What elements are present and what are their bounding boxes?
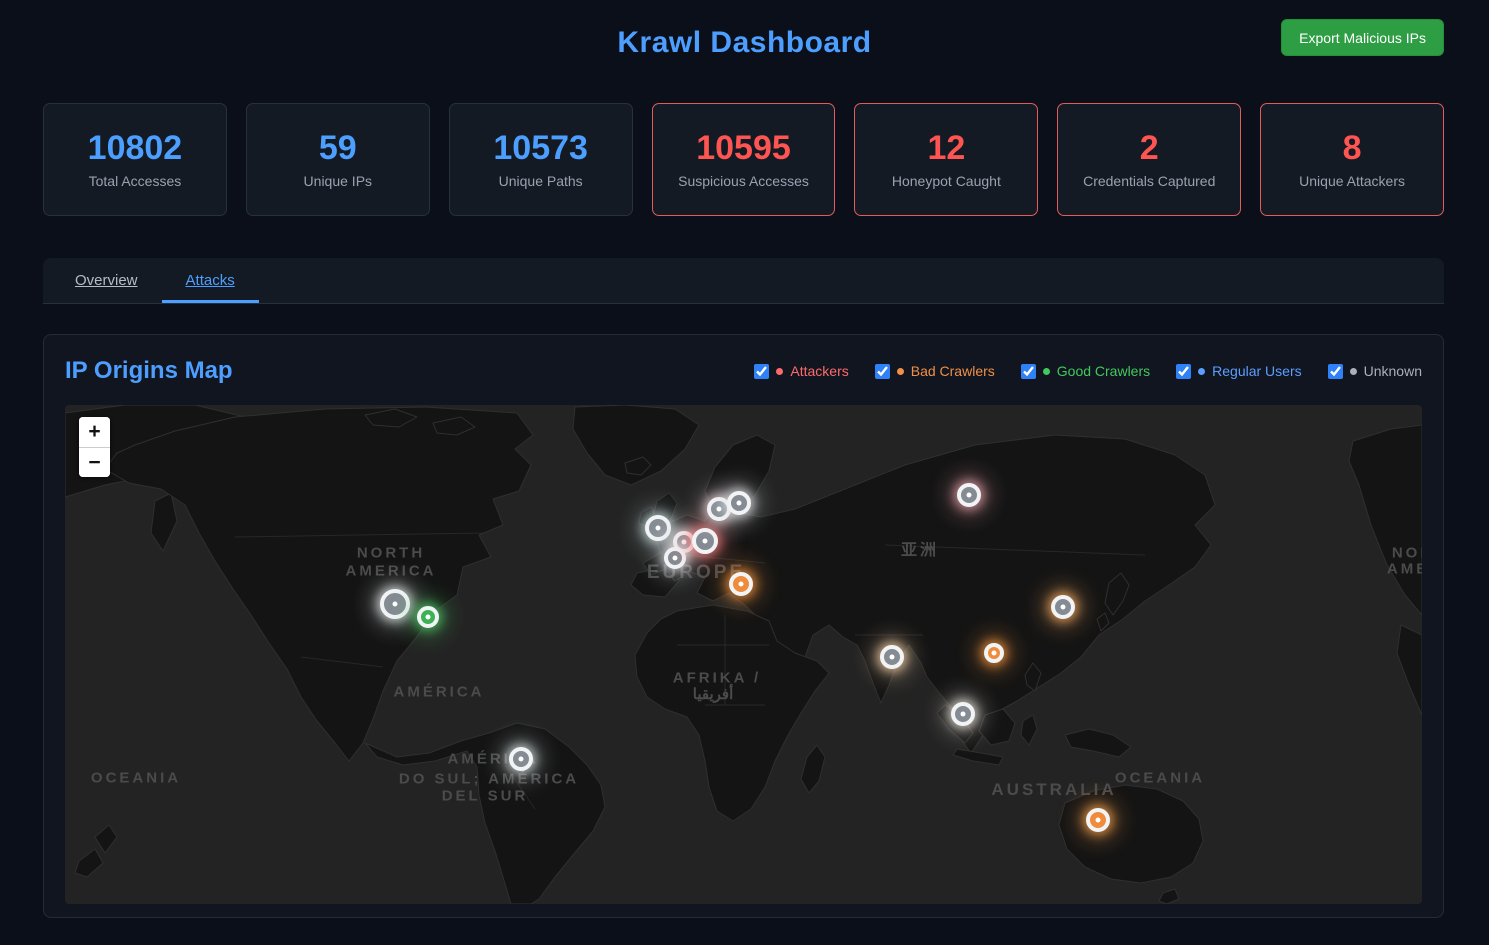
stat-label: Honeypot Caught bbox=[891, 172, 1001, 189]
legend-checkbox[interactable] bbox=[874, 363, 890, 379]
legend-checkbox[interactable] bbox=[1176, 363, 1192, 379]
marker-center-dot bbox=[672, 555, 678, 561]
map-card-header: IP Origins Map Attackers Bad Crawlers Good… bbox=[65, 347, 1422, 395]
map-marker-france[interactable] bbox=[664, 547, 686, 569]
header: Krawl Dashboard Export Malicious IPs bbox=[0, 0, 1489, 88]
stat-label: Total Accesses bbox=[88, 172, 182, 189]
stat-value: 12 bbox=[927, 128, 966, 167]
legend-item-unknown[interactable]: Unknown bbox=[1327, 363, 1422, 379]
zoom-out-button[interactable]: − bbox=[79, 447, 110, 477]
marker-center-dot bbox=[966, 492, 972, 498]
world-map-landmass bbox=[65, 405, 1422, 904]
map-marker-sydney[interactable] bbox=[1086, 808, 1110, 832]
map-marker-siberia[interactable] bbox=[957, 483, 981, 507]
marker-center-dot bbox=[518, 756, 524, 762]
marker-center-dot bbox=[655, 525, 661, 531]
stat-label: Unique IPs bbox=[303, 172, 373, 189]
stat-card-total-accesses: 10802 Total Accesses bbox=[43, 103, 227, 216]
stat-value: 10802 bbox=[87, 128, 183, 167]
map-marker-japan[interactable] bbox=[1051, 595, 1075, 619]
marker-center-dot bbox=[1095, 817, 1101, 823]
marker-center-dot bbox=[736, 500, 742, 506]
tab-overview[interactable]: Overview bbox=[51, 258, 162, 303]
map-marker-india[interactable] bbox=[880, 645, 904, 669]
stat-value: 10595 bbox=[696, 128, 791, 167]
world-map[interactable]: NORTH AMERICA AMÉRICA AMÉRICA DO SUL; AMÉRIC… bbox=[65, 405, 1422, 904]
stat-card-credentials-captured: 2 Credentials Captured bbox=[1057, 103, 1242, 216]
legend-checkbox[interactable] bbox=[1020, 363, 1036, 379]
map-marker-germany[interactable] bbox=[692, 528, 718, 554]
stat-card-unique-attackers: 8 Unique Attackers bbox=[1260, 103, 1445, 216]
stat-card-unique-ips: 59 Unique IPs bbox=[245, 103, 430, 216]
ip-origins-map-card: IP Origins Map Attackers Bad Crawlers Good… bbox=[43, 334, 1444, 918]
legend-dot-icon bbox=[1198, 367, 1206, 375]
marker-center-dot bbox=[889, 654, 895, 660]
tab-bar: Overview Attacks bbox=[43, 258, 1444, 304]
stat-label: Unique Attackers bbox=[1299, 172, 1405, 189]
map-marker-south-china[interactable] bbox=[984, 643, 1004, 663]
tab-label: Attacks bbox=[185, 272, 235, 289]
map-marker-uk[interactable] bbox=[645, 515, 671, 541]
map-marker-singapore[interactable] bbox=[951, 702, 975, 726]
marker-center-dot bbox=[392, 601, 398, 607]
map-marker-us-central[interactable] bbox=[380, 589, 410, 619]
marker-center-dot bbox=[1060, 604, 1066, 610]
map-zoom-control: + − bbox=[79, 417, 110, 477]
stat-card-unique-paths: 10573 Unique Paths bbox=[448, 103, 633, 216]
legend-item-regular-users[interactable]: Regular Users bbox=[1176, 363, 1302, 379]
legend-item-bad-crawlers[interactable]: Bad Crawlers bbox=[874, 363, 995, 379]
zoom-in-button[interactable]: + bbox=[79, 417, 110, 447]
export-malicious-ips-button[interactable]: Export Malicious IPs bbox=[1281, 19, 1444, 56]
map-title: IP Origins Map bbox=[65, 357, 233, 384]
marker-center-dot bbox=[425, 614, 431, 620]
tab-attacks[interactable]: Attacks bbox=[161, 258, 259, 303]
marker-center-dot bbox=[991, 650, 997, 656]
tab-label: Overview bbox=[75, 272, 138, 289]
map-marker-turkey[interactable] bbox=[729, 572, 753, 596]
legend-label: Bad Crawlers bbox=[910, 363, 995, 379]
map-marker-brazil[interactable] bbox=[509, 747, 533, 771]
legend-dot-icon bbox=[896, 367, 904, 375]
marker-center-dot bbox=[702, 538, 708, 544]
legend-dot-icon bbox=[776, 367, 784, 375]
legend-label: Unknown bbox=[1363, 363, 1422, 379]
legend-checkbox[interactable] bbox=[1327, 363, 1343, 379]
stat-value: 8 bbox=[1342, 128, 1362, 167]
legend-label: Attackers bbox=[790, 363, 849, 379]
legend-item-good-crawlers[interactable]: Good Crawlers bbox=[1020, 363, 1151, 379]
stat-value: 2 bbox=[1139, 128, 1159, 167]
marker-center-dot bbox=[738, 581, 744, 587]
stat-card-honeypot-caught: 12 Honeypot Caught bbox=[854, 103, 1039, 216]
map-marker-baltic[interactable] bbox=[727, 491, 751, 515]
map-legend: Attackers Bad Crawlers Good Crawlers Regula… bbox=[754, 363, 1422, 379]
marker-center-dot bbox=[681, 539, 687, 545]
legend-dot-icon bbox=[1042, 367, 1050, 375]
stat-value: 59 bbox=[318, 128, 357, 167]
legend-checkbox[interactable] bbox=[754, 363, 770, 379]
stat-label: Suspicious Accesses bbox=[678, 172, 809, 189]
legend-dot-icon bbox=[1349, 367, 1357, 375]
stat-label: Unique Paths bbox=[498, 172, 583, 189]
legend-item-attackers[interactable]: Attackers bbox=[754, 363, 849, 379]
legend-label: Regular Users bbox=[1212, 363, 1302, 379]
stat-label: Credentials Captured bbox=[1083, 172, 1216, 189]
legend-label: Good Crawlers bbox=[1056, 363, 1151, 379]
stats-row: 10802 Total Accesses 59 Unique IPs 10573 Uniq… bbox=[43, 103, 1445, 216]
marker-center-dot bbox=[716, 506, 722, 512]
map-marker-us-southeast[interactable] bbox=[417, 606, 439, 628]
stat-card-suspicious-accesses: 10595 Suspicious Accesses bbox=[651, 103, 836, 216]
marker-center-dot bbox=[960, 711, 966, 717]
page-title: Krawl Dashboard bbox=[617, 26, 872, 59]
stat-value: 10573 bbox=[493, 128, 588, 167]
